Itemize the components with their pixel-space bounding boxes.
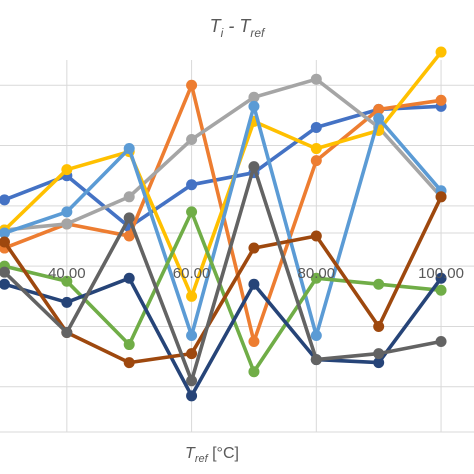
series-4-point-1	[61, 164, 73, 176]
series-5-point-5	[310, 330, 322, 342]
series-3-point-3	[186, 134, 198, 146]
series-1-point-3	[186, 179, 198, 191]
series-3-point-4	[248, 91, 260, 103]
series-6-point-1	[61, 275, 73, 287]
series-6-line	[2, 210, 443, 374]
series-6-point-7	[435, 284, 447, 296]
series-2-point-7	[435, 94, 447, 106]
series-8-point-7	[435, 191, 447, 203]
series-1-line	[2, 104, 443, 229]
series-9-point-4	[248, 161, 260, 173]
series-2-point-4	[248, 336, 260, 348]
series-2-point-6	[373, 103, 385, 115]
series-4-point-7	[435, 46, 447, 58]
x-axis-label: Tref [°C]	[185, 445, 239, 465]
chart-title-main: T	[210, 16, 223, 36]
x-tick-label-3: 100.00	[418, 265, 464, 282]
series-8-point-2	[123, 357, 135, 369]
series-3-point-2	[123, 191, 135, 203]
series-5-line	[2, 104, 443, 338]
x-tick-label-1: 60.00	[173, 265, 211, 282]
series-5-point-4	[248, 100, 260, 112]
series-3	[0, 73, 447, 236]
series-1-point-0	[0, 194, 10, 206]
chart-title-sub1: i	[221, 26, 224, 40]
series-7	[0, 272, 447, 402]
series-5-point-0	[0, 227, 10, 239]
series-9-point-1	[61, 326, 73, 338]
series-6-point-6	[373, 278, 385, 290]
series-9-point-2	[123, 212, 135, 224]
series-4-point-5	[310, 143, 322, 155]
series-9-point-5	[310, 354, 322, 366]
series-2-point-2	[123, 230, 135, 242]
series-group	[0, 46, 447, 402]
series-6-point-5	[310, 272, 322, 284]
gridlines	[0, 60, 474, 432]
series-8-line	[2, 195, 443, 365]
x-axis	[0, 232, 474, 433]
series-9-line	[2, 164, 443, 383]
series-9	[0, 161, 447, 387]
series-5-point-3	[186, 330, 198, 342]
series-9-point-7	[435, 336, 447, 348]
series-2-point-5	[310, 155, 322, 167]
series-8-point-5	[310, 230, 322, 242]
series-8-point-4	[248, 242, 260, 254]
series-7-point-0	[0, 278, 10, 290]
series-6-point-4	[248, 366, 260, 378]
x-axis-label-main: T	[185, 445, 196, 462]
x-axis-label-unit: [°C]	[208, 445, 239, 462]
series-9-point-6	[373, 348, 385, 360]
series-7-point-6	[373, 357, 385, 369]
series-7-point-4	[248, 278, 260, 290]
series-7-point-2	[123, 272, 135, 284]
series-7-line	[2, 276, 443, 398]
chart-title-sep: - T	[223, 16, 252, 36]
series-6-point-3	[186, 206, 198, 218]
x-tick-label-0: 40.00	[48, 265, 86, 282]
series-4-point-3	[186, 290, 198, 302]
series-3-point-1	[61, 218, 73, 230]
x-axis-label-sub: ref	[195, 453, 209, 465]
series-5-point-6	[373, 112, 385, 124]
series-8-point-6	[373, 320, 385, 332]
series-9-point-0	[0, 266, 10, 278]
chart-title: Ti - Tref	[210, 16, 266, 40]
series-3-line	[2, 77, 443, 232]
series-1-point-5	[310, 121, 322, 133]
series-7-point-1	[61, 296, 73, 308]
x-tick-labels: 40.00 60.00 80.00 100.00	[48, 265, 464, 282]
series-8-point-0	[0, 236, 10, 248]
x-tick-label-2: 80.00	[298, 265, 336, 282]
chart-title-sub2: ref	[250, 26, 266, 40]
series-5-point-2	[123, 143, 135, 155]
series-3-point-5	[310, 73, 322, 85]
series-8-point-3	[186, 348, 198, 360]
series-4-line	[2, 50, 443, 299]
series-6-point-2	[123, 339, 135, 351]
series-9-point-3	[186, 375, 198, 387]
series-6	[0, 206, 447, 378]
series-7-point-3	[186, 390, 198, 402]
series-5-point-1	[61, 206, 73, 218]
series-2-point-3	[186, 79, 198, 91]
series-7-point-7	[435, 272, 447, 284]
